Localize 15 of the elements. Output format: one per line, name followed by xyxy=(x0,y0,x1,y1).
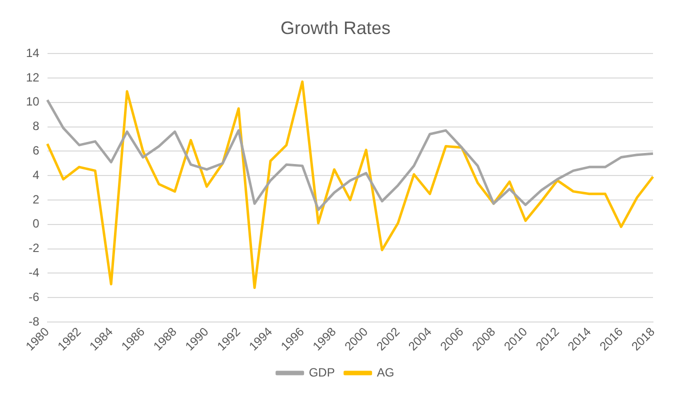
y-tick-label: 14 xyxy=(26,46,40,60)
y-tick-label: 10 xyxy=(26,94,40,109)
y-tick-label: -6 xyxy=(28,290,40,304)
y-tick-label: 0 xyxy=(32,216,40,231)
y-tick-label: 8 xyxy=(32,119,40,134)
y-tick-label: -2 xyxy=(28,241,40,256)
y-tick-label: 6 xyxy=(32,143,40,158)
y-tick-label: -4 xyxy=(28,265,40,280)
legend-label: GDP xyxy=(308,365,335,380)
y-tick-label: -8 xyxy=(28,314,40,328)
y-tick-label: 4 xyxy=(32,168,40,182)
chart-title: Growth Rates xyxy=(280,18,391,38)
y-tick-label: 12 xyxy=(26,70,40,84)
y-tick-label: 2 xyxy=(32,192,40,206)
legend-label: AG xyxy=(376,365,394,380)
